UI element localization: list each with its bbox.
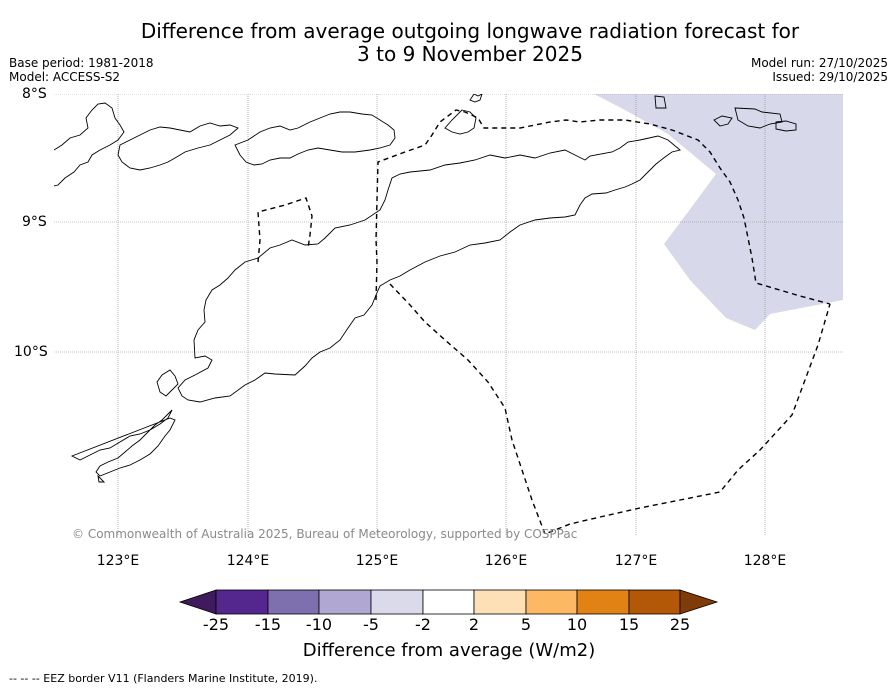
colorbar-tick: -15 [254, 615, 282, 634]
copyright-notice: © Commonwealth of Australia 2025, Bureau… [72, 527, 578, 541]
base-period: Base period: 1981-2018 [9, 56, 154, 70]
meta-left: Base period: 1981-2018 Model: ACCESS-S2 [9, 56, 154, 84]
coast-small-island-5 [713, 115, 733, 127]
anomaly-region [594, 94, 843, 330]
coast-islands-north-west [54, 102, 125, 187]
lon-label-128: 128°E [743, 553, 787, 569]
title-line-2: 3 to 9 November 2025 [357, 42, 583, 66]
title-line-1: Difference from average outgoing longwav… [140, 19, 800, 43]
coast-islands-north-mid [117, 122, 239, 171]
lat-label-8: 8°S [22, 86, 47, 102]
coast-sumba-tip [70, 409, 176, 477]
lat-label-9: 9°S [22, 214, 47, 230]
coast-islands-north-east [234, 111, 396, 166]
colorbar-tick: 10 [566, 615, 588, 634]
lat-label-10: 10°S [14, 344, 48, 360]
model-name: Model: ACCESS-S2 [9, 70, 121, 84]
eez-border-enclave [257, 197, 313, 263]
lon-label-123: 123°E [96, 553, 140, 569]
lon-label-127: 127°E [614, 553, 658, 569]
coast-timor [177, 135, 681, 403]
colorbar-tick: -2 [415, 615, 431, 634]
lon-label-126: 126°E [484, 553, 528, 569]
coast-small-island-2 [469, 94, 483, 103]
eez-borders [257, 109, 831, 535]
colorbar-tick: 15 [618, 615, 640, 634]
coast-small-island-3 [654, 95, 667, 109]
eez-border-south [389, 283, 831, 535]
footnote-eez: -- -- -- EEZ border V11 (Flanders Marine… [9, 672, 318, 685]
eez-border-north [375, 109, 831, 305]
gridlines [54, 94, 843, 536]
map-title: Difference from average outgoing longwav… [100, 20, 840, 66]
colorbar-tick: 5 [520, 615, 532, 634]
colorbar-tick: -10 [305, 615, 333, 634]
lon-label-125: 125°E [355, 553, 399, 569]
coastlines [54, 94, 797, 483]
coast-small-island-6 [775, 120, 797, 132]
colorbar-tick: 25 [669, 615, 691, 634]
meta-right: Model run: 27/10/2025 Issued: 29/10/2025 [751, 56, 888, 84]
coast-islet [97, 474, 106, 483]
colorbar-label: Difference from average (W/m2) [302, 640, 596, 661]
colorbar-tick: -25 [202, 615, 230, 634]
model-run: Model run: 27/10/2025 [750, 56, 888, 70]
coast-small-island-1 [444, 109, 477, 135]
colorbar-tick: 2 [468, 615, 480, 634]
lon-label-124: 124°E [226, 553, 270, 569]
issued-date: Issued: 29/10/2025 [772, 70, 888, 84]
coast-roti-sawu [156, 369, 179, 397]
colorbar-tick: -5 [363, 615, 379, 634]
